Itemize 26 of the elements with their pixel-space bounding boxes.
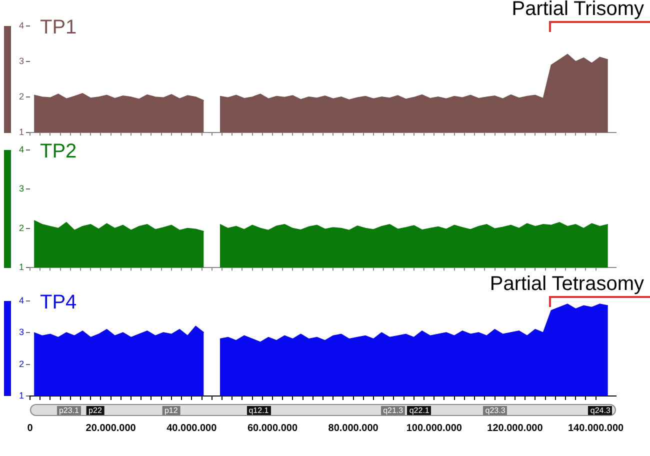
- x-tick-label: 100.000.000: [406, 422, 462, 434]
- x-tick-label: 20.000.000: [86, 422, 136, 434]
- y-tick-label: 4: [18, 144, 24, 154]
- y-tick-label: 2: [18, 358, 24, 369]
- y-tick-label: 4: [18, 295, 24, 306]
- y-tick-label: 3: [18, 327, 24, 338]
- x-tick-label: 40.000.000: [166, 422, 218, 434]
- chromosome-ideogram: p23.1 p22 p12 q12.1 q21.3 q22.1 q23.3 q24.3: [30, 404, 616, 416]
- x-tick-label: 140.000.000: [568, 422, 624, 434]
- y-tick-label: 3: [18, 56, 24, 66]
- x-tick-label: 60.000.000: [247, 422, 298, 434]
- x-tick-label: 120.000.000: [487, 422, 544, 434]
- series-label: TP4: [40, 292, 77, 314]
- x-tick-label: 0: [27, 422, 34, 434]
- text: Partial Trisomy: [510, 0, 646, 20]
- y-tick-label: 1: [18, 262, 24, 272]
- y-tick-label: 4: [18, 20, 24, 30]
- y-tick-label: 2: [18, 92, 24, 102]
- y-tick-label: 1: [18, 390, 24, 400]
- text: TP1: [40, 16, 77, 39]
- y-tick-label: 1: [18, 127, 24, 138]
- x-tick-label: 80.000.000: [328, 422, 379, 434]
- text: Partial Tetrasomy: [488, 273, 646, 295]
- y-tick-label: 2: [18, 222, 24, 233]
- y-tick-label: 3: [18, 184, 24, 194]
- text: TP2: [40, 140, 77, 163]
